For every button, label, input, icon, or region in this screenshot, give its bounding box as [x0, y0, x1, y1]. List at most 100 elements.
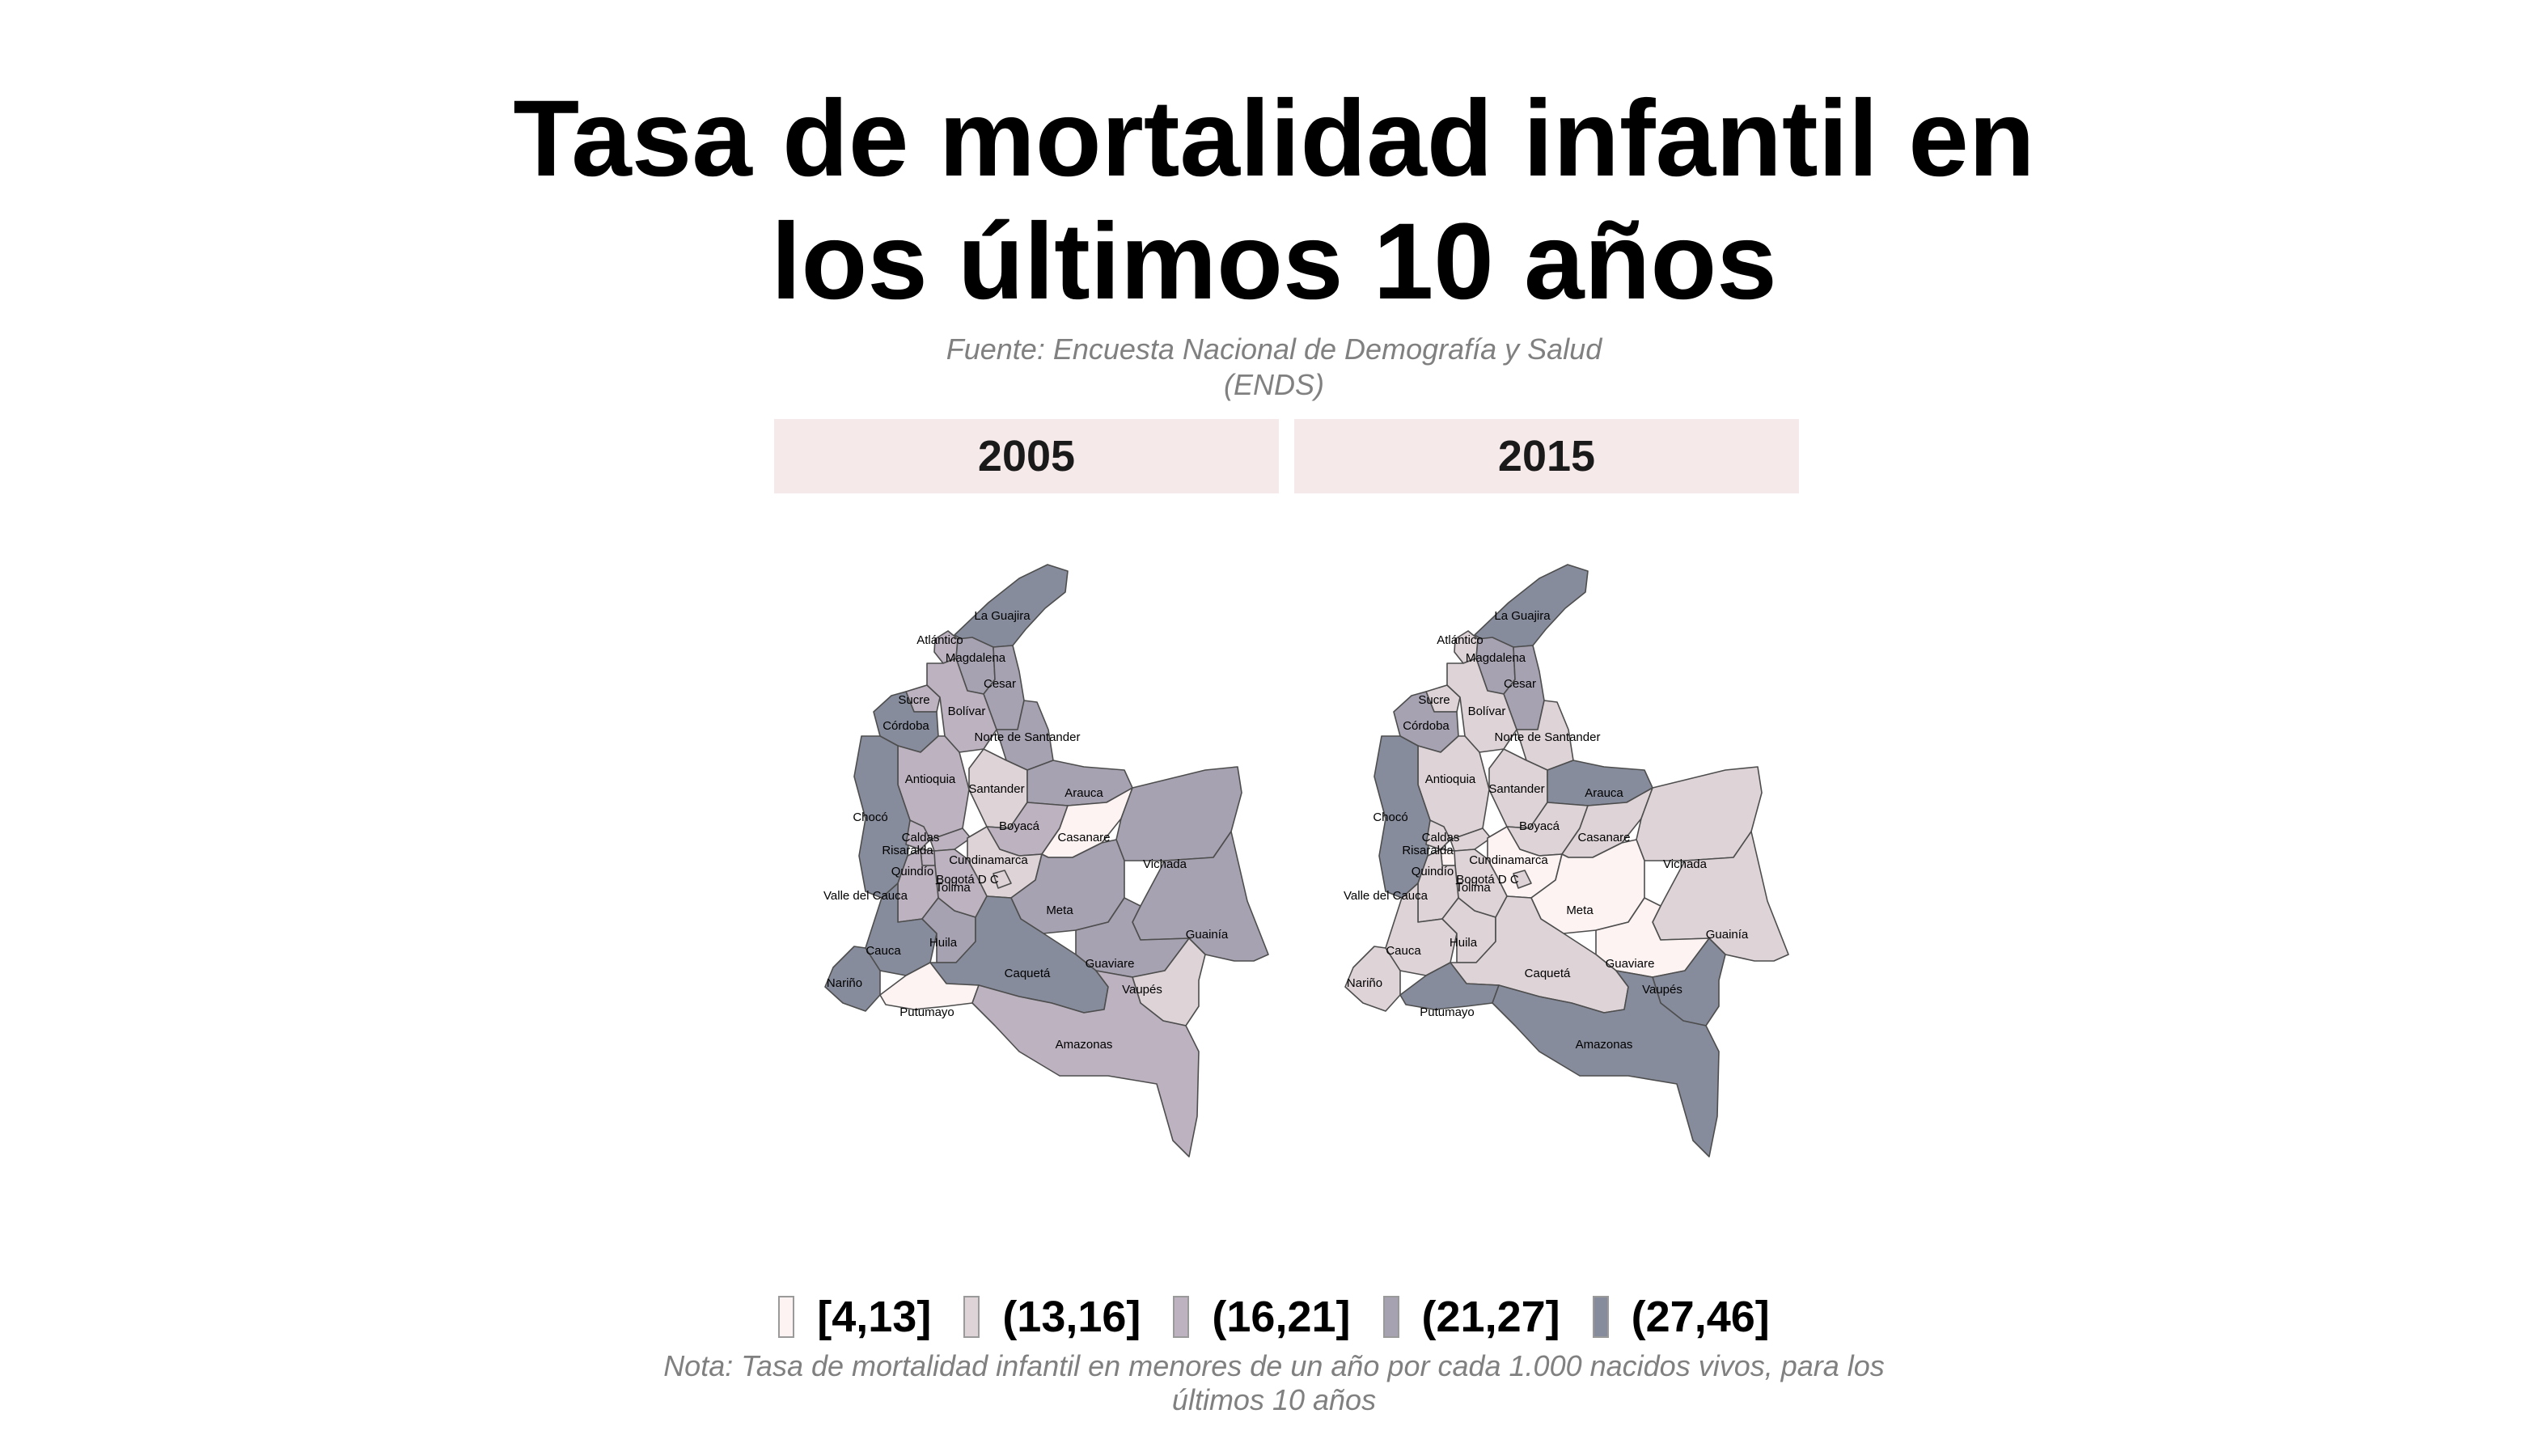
department-label: Caldas [902, 831, 940, 844]
department-label: Caquetá [1005, 967, 1051, 980]
department-label: Antioquia [905, 772, 956, 786]
department-label: Santander [1488, 782, 1544, 796]
map-2005: La Guajira Atlántico Magdalena Cesar Sucre Bo… [823, 564, 1269, 1158]
legend-swatch [1382, 1296, 1399, 1338]
department-label: Tolima [1455, 881, 1491, 895]
legend-swatch [963, 1296, 980, 1338]
department-label: Cesar [984, 677, 1016, 691]
department-label: Cauca [1386, 944, 1421, 958]
title-line-1: Tasa de mortalidad infantil en [513, 78, 2035, 199]
department-label: Meta [1046, 904, 1073, 917]
department-label: Guainía [1706, 928, 1749, 942]
department-la-guajira [954, 564, 1069, 648]
department-label: Sucre [898, 693, 929, 707]
source-line-1: Fuente: Encuesta Nacional de Demografía … [946, 332, 1602, 366]
department-label: Guaviare [1086, 957, 1135, 971]
department-label: Risaralda [882, 844, 933, 857]
department-label: Caldas [1422, 831, 1460, 844]
department-label: Magdalena [1466, 651, 1526, 665]
department-label: Chocó [853, 811, 887, 824]
source-line-2: (ENDS) [1224, 368, 1324, 401]
department-bolivar [926, 658, 997, 753]
department-label: Córdoba [882, 719, 929, 733]
department-caldas [1450, 827, 1492, 852]
department-label: Putumayo [1420, 1005, 1475, 1019]
department-label: Cundinamarca [1469, 853, 1548, 867]
department-label: Quindío [1412, 865, 1454, 878]
department-bogota-d-c [993, 870, 1012, 889]
legend-item: [4,13] [778, 1292, 931, 1342]
department-label: Magdalena [946, 651, 1006, 665]
department-label: Guainía [1186, 928, 1229, 942]
department-label: La Guajira [1494, 609, 1551, 623]
department-label: Antioquia [1425, 772, 1476, 786]
footnote-line-1: Nota: Tasa de mortalidad infantil en men… [663, 1349, 1885, 1382]
legend-item: (16,21] [1173, 1292, 1351, 1342]
department-risaralda [1425, 819, 1451, 850]
department-label: Chocó [1373, 811, 1407, 824]
footnote-line-2: últimos 10 años [1171, 1383, 1377, 1416]
department-label: Sucre [1418, 693, 1450, 707]
department-label: Santander [968, 782, 1024, 796]
panel-header-2015: 2015 [1294, 419, 1799, 493]
department-label: Arauca [1064, 786, 1103, 800]
title-line-2: los últimos 10 años [771, 201, 1777, 322]
department-label: Norte de Santander [1495, 730, 1601, 744]
department-caldas [929, 827, 971, 852]
department-label: Cauca [866, 944, 901, 958]
department-label: Bolívar [1468, 705, 1506, 718]
department-label: Nariño [827, 976, 862, 990]
department-label: Caquetá [1525, 967, 1571, 980]
department-label: Boyacá [999, 819, 1040, 833]
legend-label: (27,46] [1631, 1293, 1770, 1341]
department-label: Amazonas [1056, 1038, 1113, 1052]
legend-label: (21,27] [1421, 1293, 1560, 1341]
department-label: Vichada [1663, 857, 1708, 871]
department-amazonas [1492, 970, 1720, 1158]
legend-swatch [778, 1296, 795, 1338]
legend-label: (13,16] [1002, 1293, 1141, 1341]
department-bolivar [1446, 658, 1517, 753]
department-label: Vichada [1143, 857, 1187, 871]
legend: [4,13] (13,16] (16,21] (21,27] (27,46] [0, 1286, 2548, 1348]
legend-swatch [1592, 1296, 1609, 1338]
department-label: Cundinamarca [949, 853, 1028, 867]
department-amazonas [971, 970, 1200, 1158]
legend-item: (13,16] [963, 1292, 1141, 1342]
department-label: Risaralda [1402, 844, 1454, 857]
department-label: La Guajira [974, 609, 1031, 623]
department-label: Córdoba [1403, 719, 1450, 733]
department-risaralda [905, 819, 931, 850]
legend-item: (21,27] [1382, 1292, 1560, 1342]
department-label: Norte de Santander [975, 730, 1081, 744]
legend-label: [4,13] [817, 1293, 932, 1341]
department-label: Valle del Cauca [823, 889, 908, 903]
source-caption: Fuente: Encuesta Nacional de Demografía … [0, 332, 2548, 403]
footnote: Nota: Tasa de mortalidad infantil en men… [0, 1349, 2548, 1417]
department-label: Boyacá [1519, 819, 1560, 833]
department-label: Meta [1566, 904, 1594, 917]
department-label: Vaupés [1122, 983, 1162, 997]
department-label: Casanare [1057, 831, 1110, 844]
map-2015: La Guajira Atlántico Magdalena Cesar Sucre Bo… [1344, 564, 1789, 1158]
panel-header-2005: 2005 [774, 419, 1279, 493]
department-label: Atlántico [1437, 633, 1484, 647]
department-bogota-d-c [1513, 870, 1532, 889]
department-label: Bolívar [948, 705, 986, 718]
department-label: Huila [929, 936, 958, 950]
department-label: Huila [1450, 936, 1478, 950]
department-label: Valle del Cauca [1344, 889, 1428, 903]
department-label: Vaupés [1642, 983, 1682, 997]
department-label: Atlántico [916, 633, 963, 647]
department-label: Amazonas [1576, 1038, 1633, 1052]
department-label: Casanare [1577, 831, 1630, 844]
page-title: Tasa de mortalidad infantil en los últim… [0, 78, 2548, 324]
department-label: Putumayo [899, 1005, 954, 1019]
department-label: Arauca [1585, 786, 1623, 800]
department-label: Guaviare [1606, 957, 1655, 971]
department-label: Bogotá D C [1456, 873, 1519, 887]
department-label: Cesar [1504, 677, 1536, 691]
legend-swatch [1173, 1296, 1190, 1338]
department-label: Tolima [935, 881, 971, 895]
legend-label: (16,21] [1212, 1293, 1351, 1341]
